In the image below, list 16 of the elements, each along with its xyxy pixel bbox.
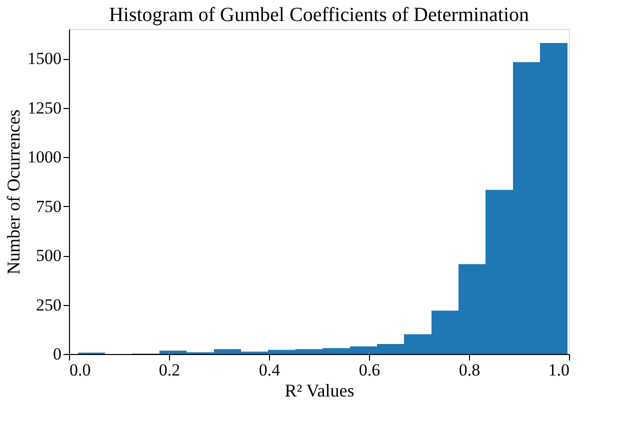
x-tick-label: 0.0 [70,360,91,380]
y-tick-label: 750 [36,196,62,216]
x-tick-label: 0.2 [158,360,180,380]
chart-title: Histogram of Gumbel Coefficients of Determination [108,4,530,26]
x-tick-label: 1.0 [548,360,570,380]
y-tick-label: 1500 [28,49,62,68]
y-tick-label: 1000 [28,148,62,167]
y-tick-label: 500 [36,246,62,266]
x-tick-label: 0.6 [358,360,380,380]
y-tick-label: 0 [53,344,62,364]
x-axis-title: R² Values [284,380,354,400]
x-tick-label: 0.8 [458,360,480,380]
x-tick-label: 0.4 [258,360,281,380]
y-tick-label: 250 [36,295,62,314]
y-tick-label: 1250 [28,98,62,118]
y-axis-title: Number of Ocurrences [4,110,24,274]
